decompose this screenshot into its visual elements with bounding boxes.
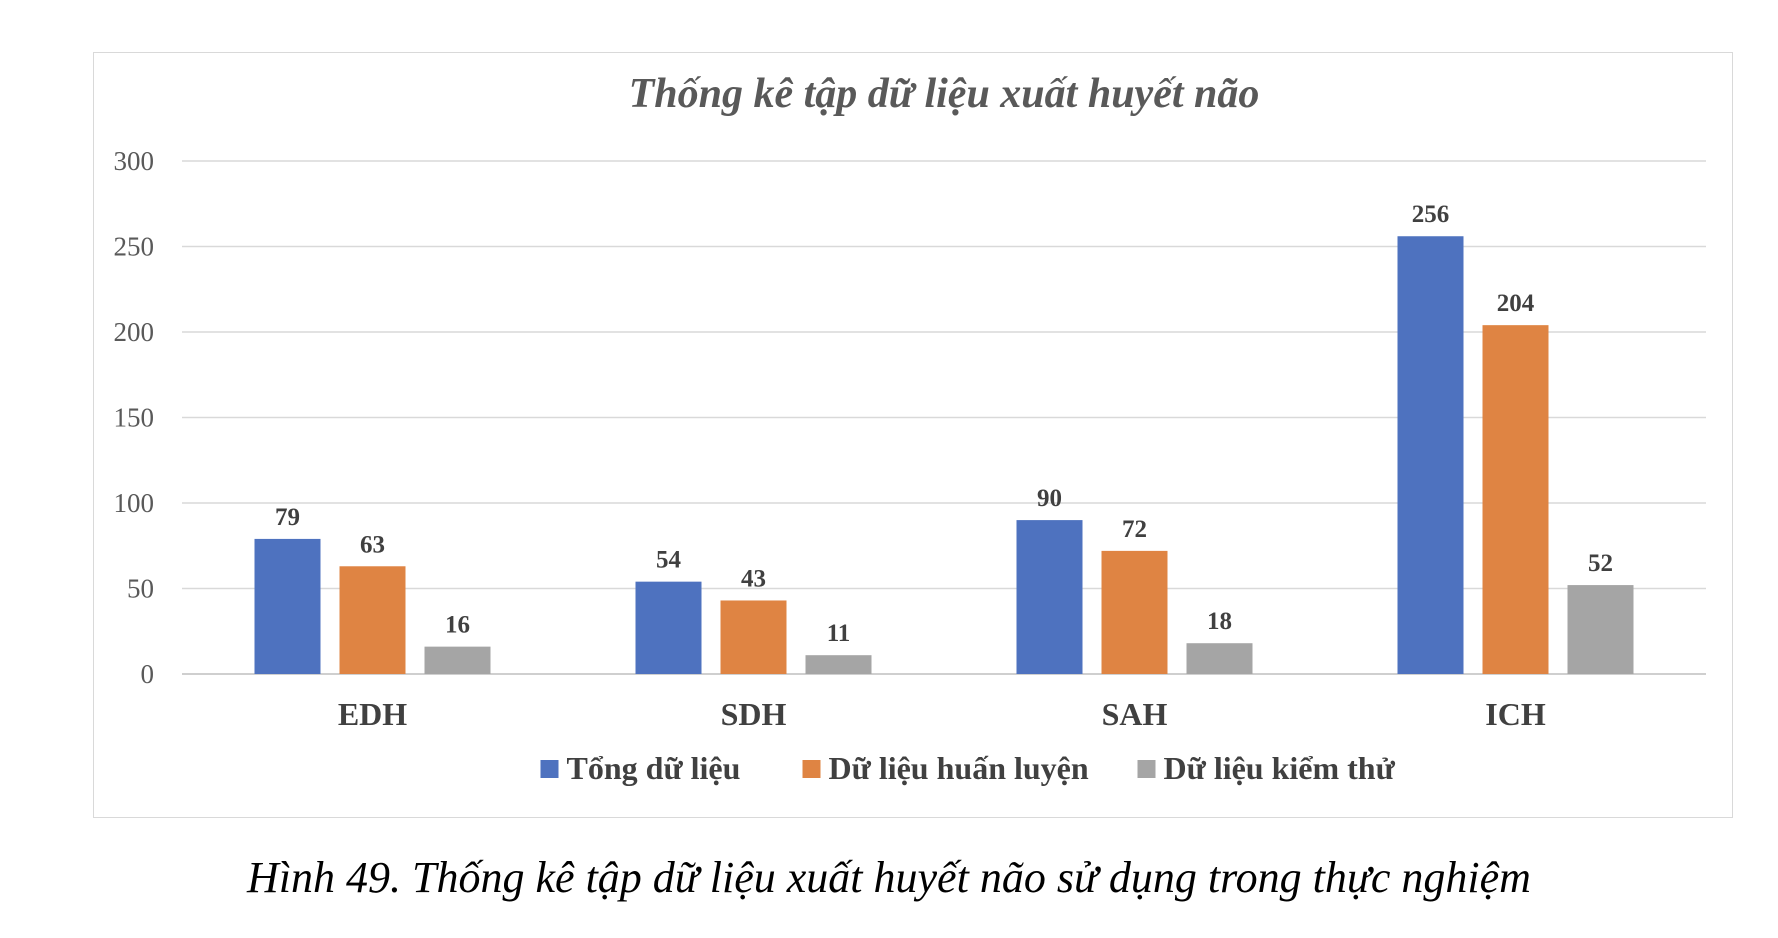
bar — [424, 646, 491, 674]
y-tick-label: 100 — [114, 488, 155, 518]
data-label: 11 — [827, 620, 851, 647]
y-tick-label: 50 — [127, 574, 154, 604]
bar — [805, 655, 872, 674]
bar-chart: Thống kê tập dữ liệu xuất huyết não 0 50 10… — [114, 71, 1706, 786]
y-tick-label: 0 — [141, 659, 155, 689]
bar — [635, 581, 702, 674]
x-tick-label: ICH — [1485, 696, 1546, 732]
data-label: 72 — [1122, 516, 1147, 543]
bar — [1397, 236, 1464, 675]
x-tick-label: EDH — [338, 696, 407, 732]
bar — [1567, 585, 1634, 674]
bar — [720, 600, 787, 674]
data-label: 90 — [1037, 485, 1062, 512]
bar — [1101, 550, 1168, 674]
legend-swatch — [540, 760, 559, 778]
chart-frame: Thống kê tập dữ liệu xuất huyết não 0 50 10… — [93, 52, 1733, 818]
legend-swatch — [802, 760, 821, 778]
chart-title: Thống kê tập dữ liệu xuất huyết não — [629, 71, 1260, 117]
data-label: 18 — [1207, 608, 1232, 635]
bar — [254, 538, 321, 674]
legend-label: Dữ liệu kiểm thử — [1164, 750, 1396, 786]
y-tick-label: 200 — [114, 317, 155, 347]
x-tick-label: SAH — [1102, 696, 1168, 732]
data-label: 54 — [656, 547, 682, 574]
data-label: 63 — [360, 531, 385, 558]
figure-caption: Hình 49. Thống kê tập dữ liệu xuất huyết… — [247, 853, 1531, 902]
legend-label: Tổng dữ liệu — [567, 750, 741, 786]
data-label: 79 — [275, 504, 300, 531]
data-label: 43 — [741, 565, 766, 592]
bar — [339, 566, 406, 674]
x-tick-label: SDH — [721, 696, 787, 732]
bar — [1186, 643, 1253, 674]
y-tick-label: 150 — [114, 403, 155, 433]
data-label: 52 — [1588, 550, 1613, 577]
y-tick-label: 300 — [114, 146, 155, 176]
bar — [1016, 520, 1083, 674]
data-label: 204 — [1497, 290, 1535, 317]
legend-label: Dữ liệu huấn luyện — [829, 750, 1089, 786]
data-label: 16 — [445, 612, 470, 639]
bar — [1482, 325, 1549, 674]
data-label: 256 — [1412, 201, 1450, 228]
y-tick-label: 250 — [114, 232, 155, 262]
legend-swatch — [1137, 760, 1156, 778]
